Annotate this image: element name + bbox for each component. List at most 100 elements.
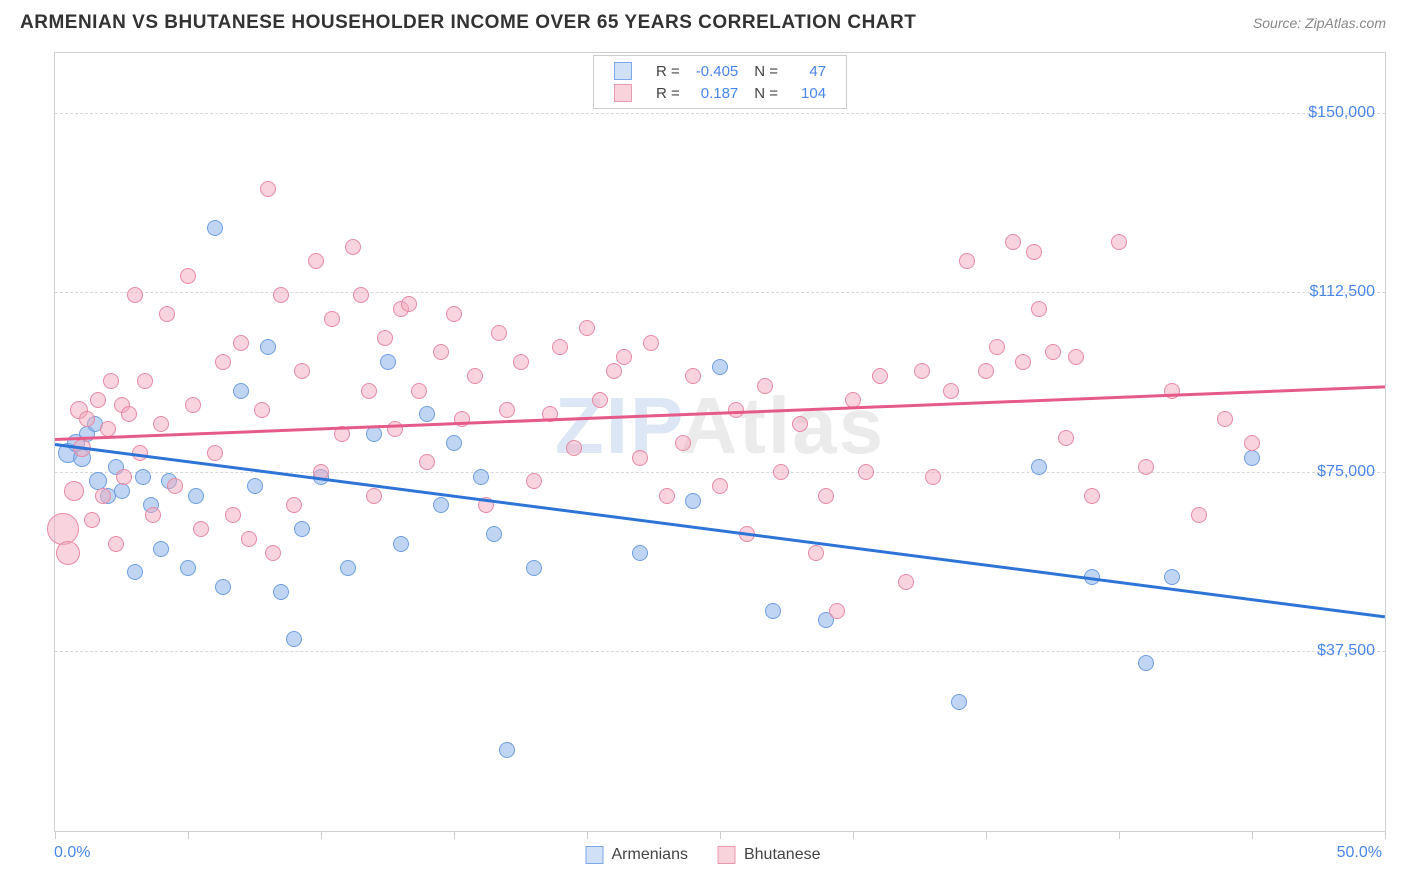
data-point <box>286 631 302 647</box>
legend-label: Bhutanese <box>744 846 821 863</box>
data-point <box>1111 234 1127 250</box>
data-point <box>989 339 1005 355</box>
data-point <box>159 306 175 322</box>
data-point <box>1068 349 1084 365</box>
data-point <box>446 435 462 451</box>
data-point <box>433 344 449 360</box>
data-point <box>114 483 130 499</box>
data-point <box>324 311 340 327</box>
data-point <box>1217 411 1233 427</box>
data-point <box>872 368 888 384</box>
x-tick <box>986 831 987 839</box>
data-point <box>153 416 169 432</box>
data-point <box>1058 430 1074 446</box>
data-point <box>401 296 417 312</box>
data-point <box>273 287 289 303</box>
legend-label: Armenians <box>612 846 688 863</box>
data-point <box>978 363 994 379</box>
data-point <box>361 383 377 399</box>
x-tick <box>188 831 189 839</box>
data-point <box>632 450 648 466</box>
data-point <box>592 392 608 408</box>
data-point <box>260 339 276 355</box>
data-point <box>294 521 310 537</box>
trend-line <box>55 443 1385 618</box>
data-point <box>180 268 196 284</box>
data-point <box>792 416 808 432</box>
data-point <box>685 493 701 509</box>
data-point <box>499 742 515 758</box>
data-point <box>959 253 975 269</box>
data-point <box>773 464 789 480</box>
data-point <box>513 354 529 370</box>
data-point <box>233 383 249 399</box>
chart-title: ARMENIAN VS BHUTANESE HOUSEHOLDER INCOME… <box>20 12 916 34</box>
x-tick <box>55 831 56 839</box>
data-point <box>225 507 241 523</box>
legend-n-value: 47 <box>786 60 834 82</box>
data-point <box>84 512 100 528</box>
data-point <box>100 421 116 437</box>
data-point <box>566 440 582 456</box>
data-point <box>207 220 223 236</box>
data-point <box>643 335 659 351</box>
data-point <box>757 378 773 394</box>
data-point <box>273 584 289 600</box>
data-point <box>153 541 169 557</box>
data-point <box>898 574 914 590</box>
y-tick-label: $112,500 <box>1309 283 1375 301</box>
data-point <box>56 541 80 565</box>
data-point <box>858 464 874 480</box>
legend-n-label: N = <box>746 82 786 104</box>
data-point <box>308 253 324 269</box>
data-point <box>260 181 276 197</box>
data-point <box>64 481 84 501</box>
data-point <box>116 469 132 485</box>
data-point <box>486 526 502 542</box>
data-point <box>632 545 648 561</box>
chart-area: ZIPAtlas R =-0.405N =47R =0.187N =104 $3… <box>54 52 1386 832</box>
data-point <box>145 507 161 523</box>
data-point <box>380 354 396 370</box>
data-point <box>265 545 281 561</box>
data-point <box>1138 655 1154 671</box>
data-point <box>233 335 249 351</box>
data-point <box>419 454 435 470</box>
data-point <box>419 406 435 422</box>
data-point <box>685 368 701 384</box>
data-point <box>1244 450 1260 466</box>
data-point <box>616 349 632 365</box>
data-point <box>1164 569 1180 585</box>
data-point <box>387 421 403 437</box>
data-point <box>526 473 542 489</box>
data-point <box>925 469 941 485</box>
data-point <box>345 239 361 255</box>
data-point <box>499 402 515 418</box>
data-point <box>193 521 209 537</box>
data-point <box>340 560 356 576</box>
data-point <box>1191 507 1207 523</box>
data-point <box>728 402 744 418</box>
data-point <box>294 363 310 379</box>
data-point <box>467 368 483 384</box>
data-point <box>712 478 728 494</box>
legend-r-label: R = <box>648 82 688 104</box>
data-point <box>712 359 728 375</box>
data-point <box>1244 435 1260 451</box>
gridline <box>55 113 1385 114</box>
data-point <box>765 603 781 619</box>
x-tick <box>853 831 854 839</box>
y-tick-label: $75,000 <box>1317 463 1375 481</box>
data-point <box>818 488 834 504</box>
data-point <box>90 392 106 408</box>
data-point <box>491 325 507 341</box>
legend-n-label: N = <box>746 60 786 82</box>
data-point <box>353 287 369 303</box>
data-point <box>1015 354 1031 370</box>
legend-row: R =-0.405N =47 <box>606 60 834 82</box>
data-point <box>579 320 595 336</box>
data-point <box>943 383 959 399</box>
data-point <box>108 536 124 552</box>
data-point <box>215 579 231 595</box>
data-point <box>552 339 568 355</box>
